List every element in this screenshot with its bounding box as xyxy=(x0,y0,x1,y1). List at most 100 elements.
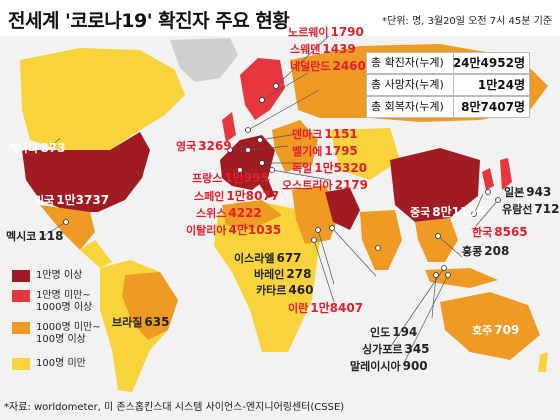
country-name: 이스라엘 xyxy=(234,252,275,265)
country-name: 노르웨이 xyxy=(288,26,329,39)
country-value: 8565 xyxy=(494,225,528,239)
africa-shape xyxy=(214,202,320,352)
country-label-australia: 호주 709 xyxy=(472,323,520,338)
central-asia-shape xyxy=(330,128,400,180)
country-name: 홍콩 xyxy=(462,245,483,258)
indonesia-shape xyxy=(425,268,498,288)
country-name: 브라질 xyxy=(112,316,143,329)
legend-swatch xyxy=(12,322,30,334)
header: 전세계 '코로나19' 확진자 주요 현황 *단위: 명, 3월20일 오전 7… xyxy=(0,0,560,36)
country-label-korea: 한국 8565 xyxy=(472,225,528,240)
country-name: 독일 xyxy=(292,162,313,175)
new-zealand-shape xyxy=(538,352,548,372)
country-value: 208 xyxy=(484,244,510,258)
total-confirmed-row: 총 확진자(누계) 24만4952명 xyxy=(366,52,530,74)
country-label-india: 인도 194 xyxy=(370,326,417,340)
italy-shape xyxy=(255,168,275,198)
country-label-austria: 오스트리아 2179 xyxy=(282,178,369,193)
legend-swatch xyxy=(12,358,30,370)
canada-shape xyxy=(20,48,185,150)
country-name: 한국 xyxy=(472,226,493,239)
country-value: 1439 xyxy=(322,42,356,56)
total-label: 총 회복자(누계) xyxy=(371,100,444,113)
country-name: 카타르 xyxy=(256,284,287,297)
country-value: 278 xyxy=(286,267,312,281)
country-name: 스웨덴 xyxy=(290,43,321,56)
country-label-japan: 일본 943 xyxy=(504,185,552,200)
country-name: 덴마크 xyxy=(292,128,323,141)
total-value: 24만4952명 xyxy=(452,56,525,70)
country-label-mexico: 멕시코 118 xyxy=(6,229,64,244)
country-label-germany: 독일 1만5320 xyxy=(292,162,367,176)
usa-shape xyxy=(22,132,150,212)
country-label-singapore: 싱가포르 345 xyxy=(362,342,430,357)
country-name: 영국 xyxy=(176,140,197,153)
country-value: 3269 xyxy=(198,139,232,153)
country-name: 네덜란드 xyxy=(290,60,331,73)
country-value: 712 xyxy=(534,202,560,216)
country-label-uk: 영국 3269 xyxy=(176,139,232,154)
country-label-spain: 스페인 1만8077 xyxy=(194,189,280,204)
total-deaths-row: 총 사망자(누계) 1만24명 xyxy=(366,74,530,96)
country-value: 8만1155 xyxy=(432,205,486,219)
unit-note: *단위: 명, 3월20일 오전 7시 45분 기준 xyxy=(382,16,552,27)
country-value: 1790 xyxy=(330,25,364,39)
country-value: 1만3737 xyxy=(56,193,110,207)
country-value: 460 xyxy=(288,283,314,297)
eastern-europe-shape xyxy=(272,120,318,172)
country-label-cruise-ship: 유람선 712 xyxy=(502,202,560,217)
country-label-denmark: 덴마크 1151 xyxy=(292,127,358,142)
country-value: 118 xyxy=(38,229,64,243)
country-label-israel: 이스라엘 677 xyxy=(234,251,302,266)
country-name: 스위스 xyxy=(196,207,227,220)
legend-label: 1000명 미만~ 100명 이상 xyxy=(36,322,101,345)
total-value: 1만24명 xyxy=(477,78,525,92)
uk-shape xyxy=(222,112,236,142)
country-value: 943 xyxy=(526,185,552,199)
country-name: 유람선 xyxy=(502,203,533,216)
country-name: 벨기에 xyxy=(292,145,323,158)
country-value: 1만8077 xyxy=(226,189,280,203)
total-value: 8만7407명 xyxy=(461,100,525,114)
china-shape xyxy=(390,148,480,222)
country-label-bahrain: 바레인 278 xyxy=(254,267,312,282)
country-value: 873 xyxy=(40,141,66,155)
north-africa-shape xyxy=(222,200,282,230)
country-value: 2179 xyxy=(334,178,369,192)
country-name: 바레인 xyxy=(254,268,285,281)
country-label-brazil: 브라질 635 xyxy=(112,316,169,330)
country-label-belgium: 벨기에 1795 xyxy=(292,145,358,159)
country-name: 중국 xyxy=(410,206,431,219)
country-label-china: 중국 8만1155 xyxy=(410,205,486,220)
country-name: 스페인 xyxy=(194,190,225,203)
total-recovered-row: 총 회복자(누계) 8만7407명 xyxy=(366,96,530,118)
country-name: 미국 xyxy=(34,194,55,207)
leader-lines xyxy=(39,31,499,364)
country-label-malaysia: 말레이시아 900 xyxy=(350,360,428,374)
country-label-switzerland: 스위스 4222 xyxy=(196,207,262,221)
country-name: 싱가포르 xyxy=(362,343,403,356)
legend-label: 1만명 미만~ 1000명 이상 xyxy=(36,290,93,313)
mexico-shape xyxy=(40,205,95,250)
page-title: 전세계 '코로나19' 확진자 주요 현황 xyxy=(8,10,290,32)
country-value: 345 xyxy=(404,342,430,356)
country-name: 일본 xyxy=(504,186,525,199)
india-shape xyxy=(360,210,402,270)
central-america-shape xyxy=(80,240,112,268)
legend-swatch xyxy=(12,270,30,282)
total-label: 총 사망자(누계) xyxy=(371,78,444,91)
australia-shape xyxy=(440,292,540,360)
country-name: 캐나다 xyxy=(8,142,39,155)
country-value: 1151 xyxy=(324,127,358,141)
europe-north-shape xyxy=(240,58,285,120)
country-label-canada: 캐나다 873 xyxy=(8,141,66,156)
greenland-shape xyxy=(170,38,238,82)
country-value: 709 xyxy=(494,323,520,337)
country-label-sweden: 스웨덴 1439 xyxy=(290,42,356,57)
country-label-usa: 미국 1만3737 xyxy=(34,193,110,208)
country-value: 4만1035 xyxy=(228,223,282,237)
country-value: 677 xyxy=(276,251,302,265)
country-label-norway: 노르웨이 1790 xyxy=(288,25,364,40)
country-label-hongkong: 홍콩 208 xyxy=(462,244,510,259)
